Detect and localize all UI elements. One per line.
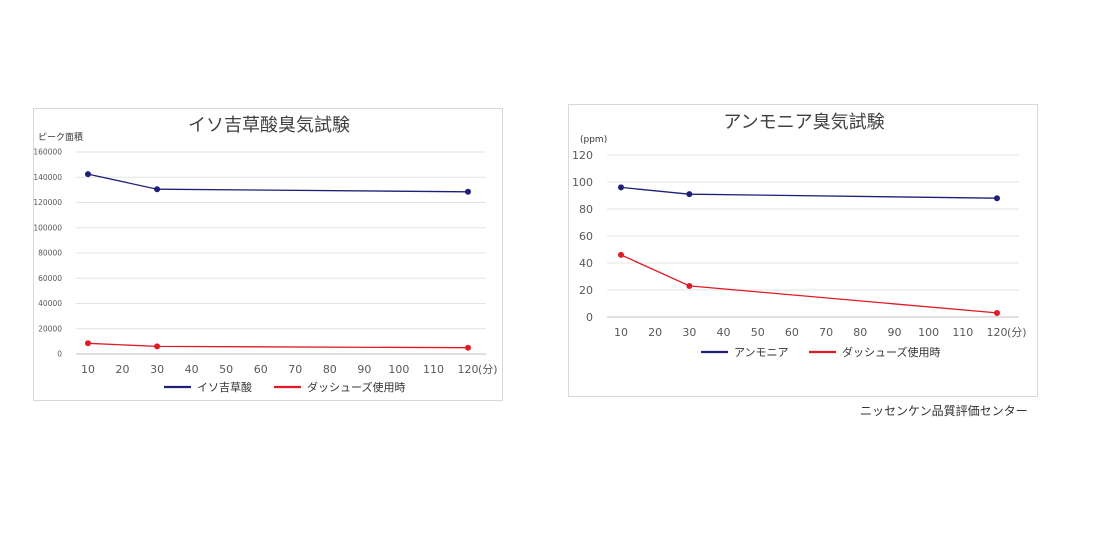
iso-legend-label: イソ吉草酸 <box>197 380 252 394</box>
iso-x-tick-label: 10 <box>81 363 95 376</box>
ammonia-x-unit-label: (分) <box>1007 326 1027 339</box>
iso-y-tick-label: 140000 <box>34 173 62 182</box>
iso-chart-title: イソ吉草酸臭気試験 <box>188 115 350 136</box>
ammonia-legend-label: ダッシューズ使用時 <box>842 345 940 359</box>
ammonia-data-point <box>686 191 693 198</box>
ammonia-y-tick-label: 0 <box>586 311 593 324</box>
iso-x-tick-label: 60 <box>254 363 268 376</box>
ammonia-chart-panel: アンモニア臭気試験 (ppm) 0 20 40 60 80 100 120 10 20 30 40 50 6… <box>568 104 1038 397</box>
ammonia-x-tick-label: 100 <box>918 326 939 339</box>
iso-series-line-2 <box>87 342 469 349</box>
ammonia-legend-label: アンモニア <box>734 346 789 359</box>
ammonia-y-tick-label: 40 <box>579 257 593 270</box>
iso-x-tick-label: 20 <box>116 363 130 376</box>
iso-legend-label: ダッシューズ使用時 <box>307 380 405 394</box>
ammonia-y-tick-label: 20 <box>579 284 593 297</box>
iso-y-tick-label: 20000 <box>38 324 62 333</box>
iso-y-tick-label: 100000 <box>34 223 62 232</box>
iso-data-point <box>85 171 91 178</box>
ammonia-data-point <box>618 184 624 191</box>
iso-x-tick-label: 80 <box>323 363 337 376</box>
iso-x-unit-label: (分) <box>478 363 498 376</box>
iso-data-point <box>154 343 161 350</box>
iso-data-point <box>85 340 91 347</box>
iso-y-tick-label: 120000 <box>34 198 62 207</box>
iso-x-tick-label: 90 <box>357 363 371 376</box>
ammonia-x-tick-label: 70 <box>819 326 833 339</box>
iso-x-tick-label: 110 <box>423 363 444 376</box>
ammonia-x-tick-label: 10 <box>614 326 628 339</box>
ammonia-x-tick-label: 30 <box>682 326 696 339</box>
ammonia-y-tick-label: 60 <box>579 230 593 243</box>
ammonia-y-tick-label: 100 <box>572 176 593 189</box>
iso-x-tick-label: 40 <box>185 363 199 376</box>
ammonia-y-axis-label: (ppm) <box>580 135 607 145</box>
ammonia-x-tick-label: 120 <box>987 326 1008 339</box>
credit-text: ニッセンケン品質評価センター <box>860 404 1028 418</box>
iso-y-tick-label: 60000 <box>38 274 62 283</box>
ammonia-x-tick-label: 110 <box>952 326 973 339</box>
isovaleric-acid-chart-panel: イソ吉草酸臭気試験ピーク面積 0 20000 40000 60000 80000 10000… <box>33 108 503 401</box>
iso-x-tick-label: 70 <box>288 363 302 376</box>
iso-y-tick-label: 0 <box>57 350 62 359</box>
ammonia-x-tick-label: 40 <box>717 326 731 339</box>
ammonia-x-tick-label: 80 <box>853 326 867 339</box>
ammonia-x-tick-label: 90 <box>887 326 901 339</box>
iso-y-tick-label: 160000 <box>34 148 62 157</box>
iso-x-tick-label: 30 <box>150 363 164 376</box>
ammonia-x-tick-label: 60 <box>785 326 799 339</box>
ammonia-series-line-2 <box>620 254 998 314</box>
iso-data-point <box>465 344 471 351</box>
ammonia-x-tick-label: 20 <box>648 326 662 339</box>
ammonia-data-point <box>994 195 1000 202</box>
ammonia-data-point <box>994 309 1000 316</box>
iso-y-axis-label: ピーク面積 <box>38 131 83 143</box>
ammonia-y-tick-label: 120 <box>572 149 593 162</box>
iso-data-point <box>465 188 471 195</box>
iso-x-tick-label: 100 <box>388 363 409 376</box>
ammonia-chart-svg: アンモニア臭気試験 (ppm) 0 20 40 60 80 100 120 10 20 30 40 50 6… <box>572 112 1027 359</box>
iso-y-tick-label: 40000 <box>38 299 62 308</box>
ammonia-x-tick-label: 50 <box>751 326 765 339</box>
ammonia-series-line-1 <box>620 186 998 199</box>
iso-x-tick-label: 50 <box>219 363 233 376</box>
iso-x-tick-label: 120 <box>458 363 479 376</box>
iso-y-tick-label: 80000 <box>38 249 62 258</box>
ammonia-data-point <box>618 251 624 258</box>
ammonia-chart-title: アンモニア臭気試験 <box>723 112 884 133</box>
ammonia-data-point <box>686 282 693 289</box>
ammonia-y-tick-label: 80 <box>579 203 593 216</box>
iso-data-point <box>154 186 161 193</box>
